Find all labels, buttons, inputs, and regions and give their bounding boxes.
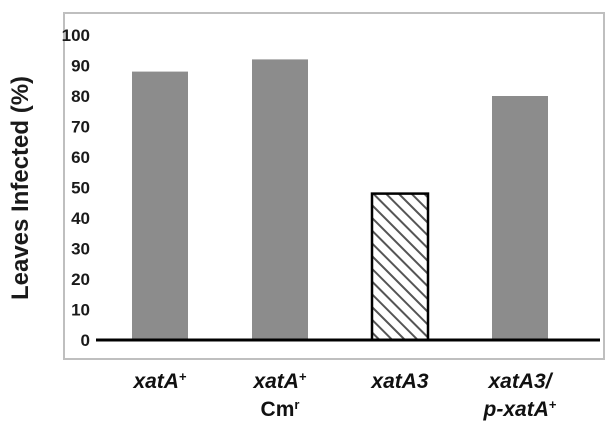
y-tick-label: 50 [71, 179, 90, 198]
category-text: xatA [252, 370, 299, 393]
category-text: Cm [261, 398, 295, 421]
y-tick-label: 90 [71, 57, 90, 76]
y-tick-label: 20 [71, 270, 90, 289]
category-superscript: + [179, 369, 187, 384]
x-category-label: p-xatA+ [483, 397, 557, 422]
category-superscript: r [294, 397, 299, 412]
bars [132, 59, 548, 342]
y-tick-label: 100 [62, 26, 90, 45]
y-tick-label: 80 [71, 87, 90, 106]
category-superscript: + [299, 369, 307, 384]
category-text: xatA3 [370, 370, 429, 393]
category-text: p-xatA [483, 398, 549, 421]
bar [132, 71, 188, 340]
x-category-label: xatA+ [132, 369, 187, 394]
x-category-label: xatA3 [370, 370, 429, 393]
y-tick-label: 10 [71, 301, 90, 320]
y-tick-label: 60 [71, 148, 90, 167]
bar [370, 192, 430, 342]
x-category-label: Cmr [261, 397, 300, 422]
y-axis-ticks: 0 10 20 30 40 50 60 70 80 90 100 [62, 26, 90, 350]
y-tick-label: 30 [71, 240, 90, 259]
bar [492, 96, 548, 340]
y-tick-label: 40 [71, 209, 90, 228]
x-category-label: xatA+ [252, 369, 307, 394]
category-text: xatA3/ [487, 370, 553, 393]
category-text: xatA [132, 370, 179, 393]
y-tick-label: 0 [81, 331, 90, 350]
y-tick-label: 70 [71, 118, 90, 137]
category-superscript: + [549, 397, 557, 412]
x-category-label: xatA3/ [487, 370, 553, 393]
y-axis-title: Leaves Infected (%) [7, 76, 34, 300]
bar [252, 59, 308, 341]
